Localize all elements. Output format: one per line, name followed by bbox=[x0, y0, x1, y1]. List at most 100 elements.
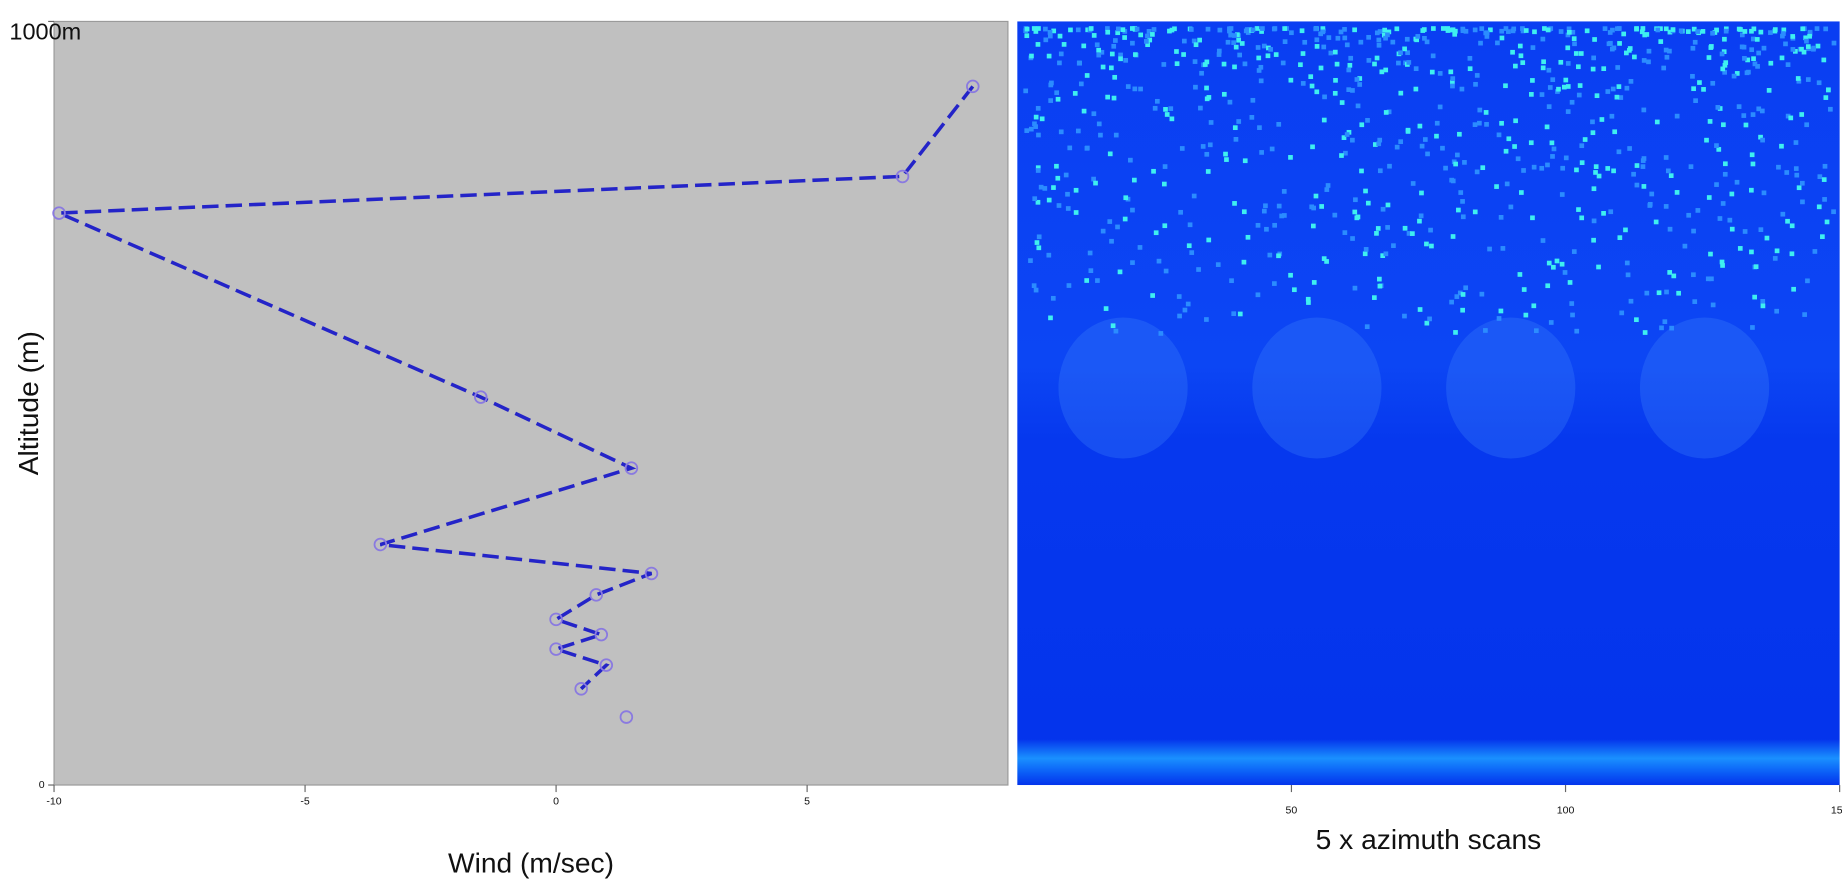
heatmap-speckle bbox=[1254, 26, 1260, 31]
heatmap-speckle bbox=[1115, 26, 1121, 32]
x-axis-label: Wind (m/sec) bbox=[448, 846, 614, 878]
heatmap-speckle bbox=[1196, 267, 1201, 272]
heatmap-speckle bbox=[1232, 125, 1238, 131]
heatmap-speckle bbox=[1510, 49, 1515, 55]
heatmap-speckle bbox=[1671, 273, 1677, 279]
heatmap-speckle bbox=[1520, 26, 1525, 31]
heatmap-speckle bbox=[1685, 29, 1691, 34]
heatmap-speckle bbox=[1073, 187, 1079, 193]
heatmap-speckle bbox=[1288, 272, 1293, 278]
heatmap-speckle bbox=[1429, 69, 1435, 75]
heatmap-speckle bbox=[1035, 42, 1041, 47]
heatmap-speckle bbox=[1790, 34, 1796, 39]
heatmap-speckle bbox=[1377, 168, 1383, 174]
heatmap-speckle bbox=[1048, 315, 1053, 321]
heatmap-speckle bbox=[1554, 258, 1560, 264]
heatmap-speckle bbox=[1321, 44, 1327, 50]
heatmap-speckle bbox=[1123, 195, 1129, 201]
heatmap-speckle bbox=[1033, 114, 1039, 120]
heatmap-speckle bbox=[1043, 37, 1049, 43]
heatmap-speckle bbox=[1467, 55, 1473, 61]
heatmap-speckle bbox=[1313, 26, 1319, 32]
heatmap-speckle bbox=[1793, 140, 1799, 145]
heatmap-speckle bbox=[1341, 135, 1347, 140]
heatmap-speckle bbox=[1570, 29, 1576, 35]
heatmap-speckle bbox=[1705, 276, 1711, 282]
heatmap-speckle bbox=[1306, 300, 1311, 305]
heatmap-speckle bbox=[1058, 51, 1064, 57]
heatmap-speckle bbox=[1459, 86, 1465, 92]
heatmap-speckle bbox=[1545, 27, 1551, 33]
heatmap-speckle bbox=[1547, 85, 1553, 90]
heatmap-speckle bbox=[1799, 46, 1804, 52]
heatmap-speckle bbox=[1710, 80, 1716, 86]
heatmap-speckle bbox=[1355, 103, 1361, 109]
heatmap-speckle bbox=[1498, 308, 1504, 314]
heatmap-speckle bbox=[1259, 150, 1264, 155]
heatmap-speckle bbox=[1204, 96, 1210, 102]
heatmap-speckle bbox=[1110, 323, 1116, 329]
heatmap-speckle bbox=[1644, 290, 1650, 296]
heatmap-speckle bbox=[1383, 251, 1389, 257]
heatmap-speckle bbox=[1273, 52, 1279, 57]
heatmap-speckle bbox=[1357, 82, 1363, 87]
heatmap-speckle bbox=[1472, 122, 1478, 127]
heatmap-speckle bbox=[1674, 190, 1680, 195]
heatmap-speckle bbox=[1096, 52, 1102, 58]
heatmap-speckle bbox=[1221, 61, 1227, 67]
heatmap-speckle bbox=[1752, 294, 1758, 300]
heatmap-speckle bbox=[1457, 290, 1463, 296]
heatmap-speckle bbox=[1659, 325, 1664, 331]
heatmap-speckle bbox=[1231, 311, 1237, 317]
heatmap-speckle bbox=[1758, 227, 1764, 233]
heatmap-speckle bbox=[1193, 42, 1199, 48]
heatmap-speckle bbox=[1261, 208, 1267, 214]
heatmap-speckle bbox=[1737, 246, 1743, 251]
heatmap-speckle bbox=[1640, 164, 1646, 169]
heatmap-speckle bbox=[1606, 41, 1612, 47]
heatmap-speckle bbox=[1186, 243, 1192, 249]
heatmap-speckle bbox=[1032, 121, 1037, 127]
heatmap-speckle bbox=[1676, 290, 1681, 296]
heatmap-speckle bbox=[1756, 50, 1762, 56]
heatmap-speckle bbox=[1241, 259, 1247, 265]
heatmap-speckle bbox=[1118, 56, 1123, 62]
heatmap-speckle bbox=[1204, 317, 1209, 322]
heatmap-speckle bbox=[1615, 65, 1621, 70]
heatmap-speckle bbox=[1120, 27, 1126, 33]
heatmap-speckle bbox=[1695, 208, 1701, 213]
heatmap-speckle bbox=[1179, 146, 1185, 151]
heatmap-speckle bbox=[1609, 113, 1615, 119]
heatmap-speckle bbox=[1528, 140, 1534, 146]
heatmap-speckle bbox=[1387, 163, 1392, 169]
heatmap-speckle bbox=[1510, 28, 1516, 34]
heatmap-speckle bbox=[1152, 105, 1158, 111]
heatmap-speckle bbox=[1352, 27, 1357, 33]
heatmap-speckle bbox=[1484, 30, 1490, 36]
heatmap-speckle bbox=[1576, 207, 1581, 212]
heatmap-speckle bbox=[1814, 26, 1820, 31]
heatmap-speckle bbox=[1046, 197, 1052, 203]
heatmap-speckle bbox=[1820, 234, 1825, 240]
heatmap-speckle bbox=[1483, 328, 1488, 333]
heatmap-speckle bbox=[1605, 89, 1611, 94]
heatmap-speckle bbox=[1571, 36, 1577, 42]
heatmap-speckle bbox=[1646, 48, 1652, 54]
heatmap-speckle bbox=[1634, 26, 1639, 32]
x-tick-label: 5 bbox=[804, 795, 810, 807]
heatmap-speckle bbox=[1243, 28, 1249, 34]
heatmap-speckle bbox=[1801, 49, 1807, 55]
heatmap-speckle bbox=[1365, 200, 1371, 206]
heatmap-speckle bbox=[1467, 66, 1473, 72]
heatmap-speckle bbox=[1288, 155, 1293, 160]
heatmap-speckle bbox=[1163, 107, 1168, 112]
heatmap-speckle bbox=[1551, 146, 1557, 152]
heatmap-speckle bbox=[1611, 45, 1617, 51]
heatmap-speckle bbox=[1750, 325, 1755, 330]
heatmap-speckle bbox=[1559, 192, 1565, 197]
heatmap-speckle bbox=[1437, 71, 1443, 76]
heatmap-image bbox=[1017, 21, 1840, 786]
heatmap-speckle bbox=[1756, 106, 1762, 112]
heatmap-speckle bbox=[1346, 87, 1352, 93]
heatmap-speckle bbox=[1385, 32, 1390, 38]
